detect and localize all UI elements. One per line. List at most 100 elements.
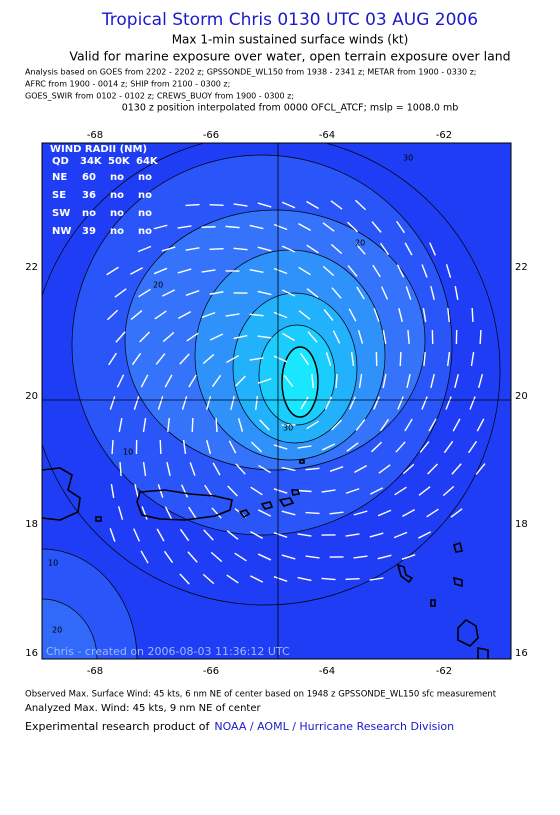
wind-vector (250, 530, 264, 540)
wind-vector (306, 420, 319, 430)
wind-vector (130, 310, 143, 320)
wind-vector (380, 242, 390, 256)
wind-vector (181, 396, 188, 410)
wind-vector (257, 246, 272, 252)
wind-vector (273, 488, 288, 494)
wind-vector (353, 510, 368, 516)
wind-vector (106, 309, 119, 321)
radii-cell: NW (52, 226, 71, 237)
wind-vector (402, 509, 416, 517)
wind-vector (450, 508, 463, 518)
wind-vector (329, 466, 344, 472)
radii-cell: no (110, 226, 124, 237)
wind-vector (142, 417, 147, 433)
wind-vector (372, 264, 381, 278)
wind-vector (281, 289, 296, 297)
wind-vector (332, 330, 341, 344)
credit-link[interactable]: NOAA / AOML / Hurricane Research Divisio… (214, 720, 454, 733)
wind-vector (250, 486, 263, 496)
wind-vector (382, 373, 387, 389)
wind-vector (447, 307, 450, 323)
radii-cell: no (110, 208, 124, 219)
lat-label: 16 (25, 648, 38, 659)
wind-vector (369, 532, 384, 538)
analysis-line: GOES_SWIR from 0102 - 0102 z; CREWS_BUOY… (25, 92, 294, 101)
wind-vector (257, 335, 272, 339)
wind-vector (349, 396, 357, 410)
wind-vector (395, 441, 406, 453)
wind-vector (283, 375, 294, 387)
analysis-line: AFRC from 1900 - 0014 z; SHIP from 2100 … (25, 80, 230, 89)
wind-vector (430, 286, 435, 300)
wind-vector (281, 245, 296, 253)
wind-vector (249, 313, 264, 317)
wind-vector (167, 417, 170, 433)
wind-vector (405, 286, 412, 300)
observed: Observed Max. Surface Wind: 45 kts, 6 nm… (25, 690, 497, 700)
wind-vector (251, 441, 263, 453)
wind-vector (164, 506, 173, 520)
wind-vector (106, 266, 119, 276)
wind-vector (163, 550, 174, 564)
wind-vector (354, 464, 367, 474)
wind-vector (470, 351, 475, 367)
contour-label: 20 (153, 281, 163, 290)
wind-vector (225, 313, 240, 317)
wind-vector (205, 396, 212, 410)
wind-vector (249, 224, 264, 230)
contour-label: 20 (355, 239, 365, 248)
wind-vector (451, 463, 462, 475)
radii-cell: no (138, 190, 152, 201)
wind-vector (478, 374, 484, 388)
wind-vector (305, 467, 320, 471)
wind-vector (297, 533, 312, 537)
wind-vector (355, 419, 366, 431)
wind-vector (234, 552, 247, 562)
wind-vector (191, 417, 194, 433)
wind-vector (354, 199, 367, 211)
wind-vector (273, 355, 288, 363)
wind-vector (335, 373, 338, 389)
wind-vector (257, 378, 272, 384)
contour-labels: 30 20 20 10 10 20 30 (48, 154, 413, 635)
wind-vector (299, 352, 310, 366)
wind-vector (442, 485, 455, 497)
wind-vector (209, 291, 224, 295)
wind-vector (273, 532, 288, 538)
wind-vector (142, 461, 147, 477)
wind-vector (358, 373, 363, 389)
wind-vector (249, 357, 264, 361)
wind-vector (159, 439, 162, 455)
wind-vector (118, 417, 123, 433)
wind-vector (235, 375, 246, 387)
wind-vector (394, 486, 407, 496)
wind-vector (137, 245, 152, 253)
wind-vector (182, 439, 187, 455)
wind-vector (418, 486, 431, 496)
wind-vector (273, 444, 288, 450)
wind-vector (323, 309, 334, 321)
wind-vector (185, 290, 200, 296)
contour-label: 10 (123, 448, 133, 457)
lon-label: -62 (436, 666, 452, 677)
wind-vector (357, 330, 364, 344)
wind-vector (331, 419, 342, 431)
wind-vector (404, 418, 413, 432)
subtitle: Max 1-min sustained surface winds (kt) (172, 33, 409, 47)
lon-label: -66 (203, 666, 219, 677)
wind-vector (282, 332, 295, 342)
contour (281, 346, 319, 418)
wind-vector (407, 329, 410, 345)
wind-vector (427, 463, 438, 475)
subtitle: Valid for marine exposure over water, op… (69, 49, 510, 64)
lat-label: 22 (25, 262, 38, 273)
wind-vector (189, 462, 196, 476)
wind-vector (235, 463, 246, 475)
wind-vector (311, 373, 314, 389)
lon-label: -66 (203, 130, 219, 141)
wind-vector (226, 354, 239, 364)
wind-vector (345, 488, 360, 494)
wind-vector (281, 201, 296, 209)
lat-label: 18 (25, 519, 38, 530)
wind-vector (133, 528, 141, 542)
